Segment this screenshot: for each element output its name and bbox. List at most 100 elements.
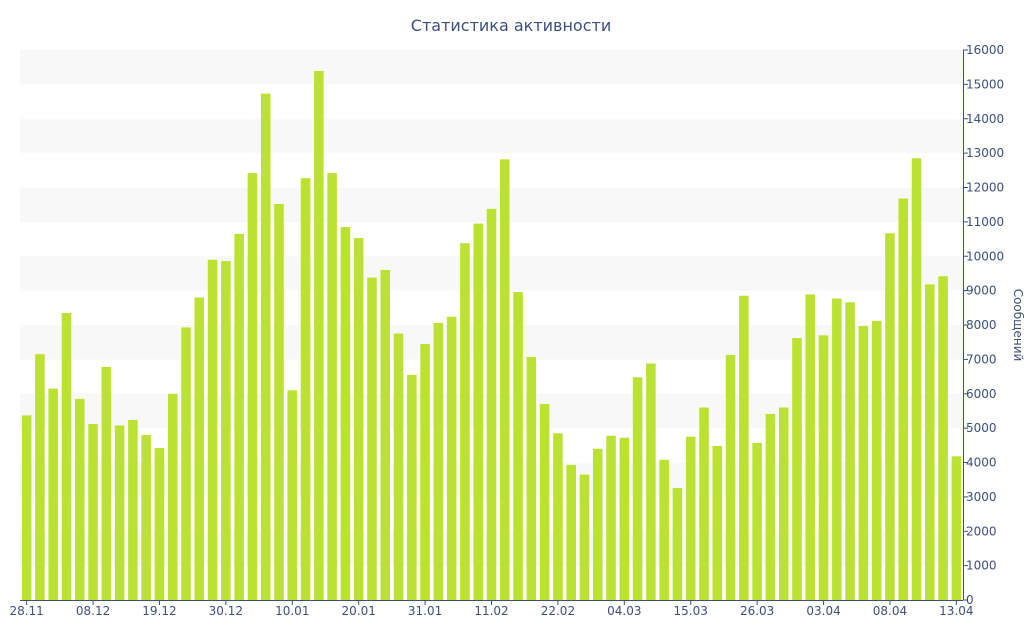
bar (247, 173, 258, 600)
bar (566, 464, 576, 600)
bar (712, 446, 723, 600)
bar (818, 335, 829, 600)
bar (314, 70, 324, 601)
bar (234, 233, 244, 600)
bar (500, 159, 510, 600)
y-tick-label: 6000 (966, 387, 997, 401)
bar (260, 93, 271, 600)
bar (101, 366, 112, 600)
bar (739, 295, 749, 600)
bar (327, 173, 337, 600)
x-axis: 28.11 08.12 19.12 30.12 10.01 20.01 31.01 11.02… (9, 600, 974, 618)
x-tick-label: 22.02 (541, 604, 575, 618)
grid-band (20, 118, 963, 154)
x-tick-label: 15.03 (674, 604, 708, 618)
bar (938, 276, 948, 600)
y-tick-label: 0 (966, 593, 974, 607)
bar (473, 223, 483, 600)
y-tick-label: 8000 (966, 318, 997, 332)
bar (592, 448, 603, 600)
bar (925, 284, 935, 600)
bar (765, 414, 776, 600)
y-tick-label: 9000 (966, 284, 997, 298)
bar (207, 259, 218, 600)
y-tick-label: 1000 (966, 559, 997, 573)
bar (181, 327, 191, 600)
bar (460, 243, 470, 600)
bar (88, 424, 98, 600)
bar (725, 354, 736, 600)
bar (885, 233, 895, 600)
y-tick-label: 4000 (966, 456, 997, 470)
x-tick-label: 11.02 (474, 604, 508, 618)
x-tick-label: 13.04 (939, 604, 973, 618)
y-axis-label: Сообщений (1011, 289, 1024, 362)
y-tick-label: 7000 (966, 352, 997, 366)
x-tick-label: 28.11 (9, 604, 43, 618)
bar (911, 158, 922, 600)
bars (21, 70, 962, 601)
bar (845, 302, 855, 600)
bar (287, 390, 298, 600)
bar (951, 456, 962, 600)
bar (752, 442, 762, 600)
bar (274, 204, 284, 600)
y-axis: 0 1000 2000 3000 4000 5000 6000 7000 8000 9000 100… (963, 43, 1004, 607)
bar (778, 407, 789, 600)
bar (871, 320, 882, 601)
grid-band (20, 50, 963, 85)
bar (792, 338, 802, 600)
bar (553, 433, 563, 600)
y-tick-label: 5000 (966, 421, 997, 435)
x-tick-label: 20.01 (342, 604, 376, 618)
bar (858, 326, 869, 600)
bar (353, 238, 364, 600)
bar (486, 208, 497, 600)
x-tick-label: 31.01 (408, 604, 442, 618)
bar (21, 415, 32, 600)
bar (659, 459, 669, 600)
bar (832, 298, 842, 600)
bar (579, 474, 590, 600)
bar (48, 388, 58, 600)
bar (340, 227, 351, 600)
bar (672, 487, 683, 600)
bar (300, 178, 311, 600)
bar (35, 354, 45, 600)
bar (619, 437, 630, 600)
bar (141, 435, 151, 600)
bar (699, 407, 709, 600)
y-tick-label: 16000 (966, 43, 1004, 57)
y-tick-label: 12000 (966, 181, 1004, 195)
bar (446, 316, 457, 600)
x-tick-label: 08.04 (873, 604, 907, 618)
bar (194, 297, 205, 600)
x-tick-label: 26.03 (740, 604, 774, 618)
bar (646, 363, 656, 600)
bar (61, 312, 72, 600)
bar (74, 398, 85, 600)
bar (513, 292, 523, 600)
bar (526, 356, 537, 600)
bar (632, 377, 643, 600)
chart-title: Статистика активности (411, 16, 611, 35)
y-tick-label: 13000 (966, 146, 1004, 160)
x-tick-label: 08.12 (76, 604, 110, 618)
bar (114, 425, 125, 601)
bar (805, 294, 816, 600)
bar (167, 393, 178, 600)
bar (539, 404, 550, 600)
bar (380, 270, 391, 600)
bar (393, 333, 404, 600)
y-tick-label: 3000 (966, 490, 997, 504)
bar (433, 322, 444, 600)
y-tick-label: 14000 (966, 112, 1004, 126)
bar (221, 261, 231, 600)
x-tick-label: 19.12 (142, 604, 176, 618)
y-tick-label: 2000 (966, 524, 997, 538)
y-tick-label: 11000 (966, 215, 1004, 229)
x-tick-label: 04.03 (607, 604, 641, 618)
y-tick-label: 15000 (966, 77, 1004, 91)
bar (685, 436, 696, 600)
